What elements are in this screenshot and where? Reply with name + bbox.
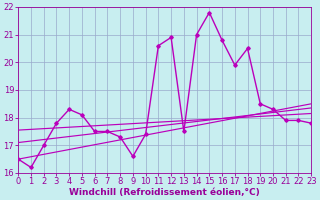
X-axis label: Windchill (Refroidissement éolien,°C): Windchill (Refroidissement éolien,°C): [69, 188, 260, 197]
